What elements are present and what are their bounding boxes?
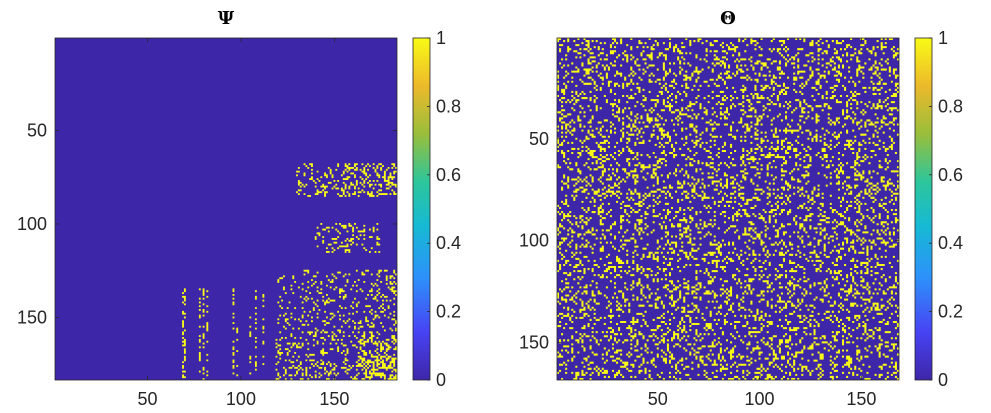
psi-heatmap: [55, 38, 397, 380]
colorbar-tick-label: 0.8: [436, 96, 461, 116]
colorbar-tick-label: 0.4: [938, 233, 963, 253]
colorbar-tick-label: 0.2: [938, 302, 963, 322]
x-tick-label: 50: [648, 389, 668, 409]
x-tick-label: 150: [319, 389, 349, 409]
heatmap-cells: [182, 163, 397, 380]
colorbar-gradient: [412, 37, 431, 381]
plot-frame: [54, 37, 398, 381]
theta-panel: Θ 50 100 150 50 100 150 0 0.2 0.4 0.6 0.8 1: [519, 8, 963, 409]
psi-panel: Ψ 50 100 150 50 100 150 0 0.2 0.4 0.6 0.8 1: [17, 8, 461, 409]
x-tick-label: 100: [745, 389, 775, 409]
theta-heatmap: [557, 38, 899, 380]
heatmap-cells: [557, 38, 899, 380]
psi-axes: 50 100 150 50 100 150: [17, 37, 398, 409]
colorbar-tick-label: 0.2: [436, 302, 461, 322]
plot-frame: [556, 37, 900, 381]
theta-axes: 50 100 150 50 100 150: [519, 37, 900, 409]
y-tick-label: 50: [27, 121, 47, 141]
colorbar-tick-label: 0: [436, 370, 446, 390]
y-tick-label: 100: [519, 231, 549, 251]
psi-colorbar: 0 0.2 0.4 0.6 0.8 1: [412, 28, 461, 390]
theta-colorbar: 0 0.2 0.4 0.6 0.8 1: [914, 28, 963, 390]
y-tick-label: 150: [519, 332, 549, 352]
y-tick-label: 100: [17, 214, 47, 234]
colorbar-tick-label: 0.6: [938, 165, 963, 185]
colorbar-tick-label: 1: [436, 28, 446, 48]
heatmap-background: [55, 38, 397, 380]
x-tick-label: 150: [846, 389, 876, 409]
colorbar-tick-label: 1: [938, 28, 948, 48]
y-tick-label: 150: [17, 307, 47, 327]
theta-title: Θ: [720, 8, 736, 29]
colorbar-tick-label: 0.6: [436, 165, 461, 185]
colorbar-tick-label: 0.8: [938, 96, 963, 116]
y-tick-label: 50: [529, 129, 549, 149]
psi-title: Ψ: [218, 8, 235, 29]
x-tick-label: 50: [137, 389, 157, 409]
colorbar-tick-label: 0: [938, 370, 948, 390]
colorbar-gradient: [914, 37, 933, 381]
colorbar-tick-label: 0.4: [436, 233, 461, 253]
x-tick-label: 100: [226, 389, 256, 409]
